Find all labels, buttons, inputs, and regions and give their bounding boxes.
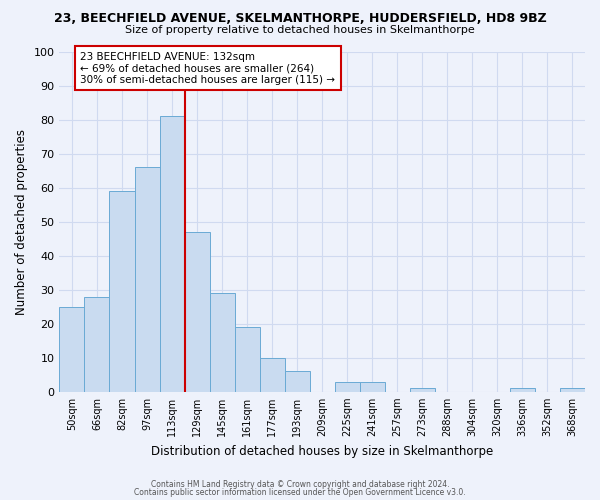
Bar [185, 232, 209, 392]
Bar [85, 296, 109, 392]
Bar [360, 382, 385, 392]
Bar [335, 382, 360, 392]
Bar [235, 327, 260, 392]
Bar [59, 306, 85, 392]
X-axis label: Distribution of detached houses by size in Skelmanthorpe: Distribution of detached houses by size … [151, 444, 493, 458]
Text: Contains HM Land Registry data © Crown copyright and database right 2024.: Contains HM Land Registry data © Crown c… [151, 480, 449, 489]
Text: 23 BEECHFIELD AVENUE: 132sqm
← 69% of detached houses are smaller (264)
30% of s: 23 BEECHFIELD AVENUE: 132sqm ← 69% of de… [80, 52, 335, 84]
Bar [284, 372, 310, 392]
Bar [134, 167, 160, 392]
Bar [510, 388, 535, 392]
Bar [560, 388, 585, 392]
Y-axis label: Number of detached properties: Number of detached properties [15, 128, 28, 314]
Bar [109, 191, 134, 392]
Bar [160, 116, 185, 392]
Bar [410, 388, 435, 392]
Text: 23, BEECHFIELD AVENUE, SKELMANTHORPE, HUDDERSFIELD, HD8 9BZ: 23, BEECHFIELD AVENUE, SKELMANTHORPE, HU… [53, 12, 547, 26]
Bar [260, 358, 284, 392]
Bar [209, 293, 235, 392]
Text: Contains public sector information licensed under the Open Government Licence v3: Contains public sector information licen… [134, 488, 466, 497]
Text: Size of property relative to detached houses in Skelmanthorpe: Size of property relative to detached ho… [125, 25, 475, 35]
